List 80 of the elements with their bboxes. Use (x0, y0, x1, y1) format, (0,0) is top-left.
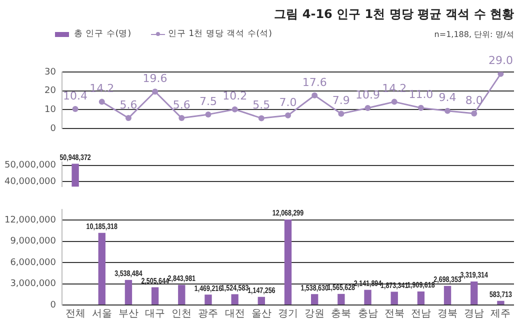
y-tick-label: 40,000,000 (4, 177, 56, 188)
data-label: 7.5 (199, 94, 217, 108)
y-tick-label: 30 (44, 67, 56, 78)
point (444, 108, 451, 114)
bar (364, 290, 372, 304)
data-label: 7.0 (279, 96, 297, 109)
point (391, 98, 398, 105)
bar (151, 287, 159, 304)
point (232, 106, 238, 112)
x-tick-label: 부산 (118, 308, 138, 320)
bar (284, 220, 292, 304)
bar (417, 291, 425, 304)
point (72, 106, 78, 112)
bar (311, 294, 318, 304)
x-tick-label: 대구 (145, 308, 166, 320)
x-tick-label: 경북 (438, 308, 458, 320)
point (312, 92, 318, 98)
bar (231, 294, 238, 304)
legend-label: 인구 1천 명당 객석 수(석) (168, 28, 272, 40)
point (285, 112, 291, 118)
x-tick-label: 충북 (331, 308, 352, 320)
point (364, 105, 371, 112)
y-tick-label: 0 (50, 300, 56, 310)
legend-label: 총 인구 수(명) (74, 28, 132, 40)
point (498, 72, 504, 77)
point (418, 104, 424, 111)
bar (124, 280, 132, 304)
bar (470, 281, 478, 304)
y-tick-label: 50,000,000 (4, 160, 56, 171)
x-tick-label: 인천 (172, 308, 192, 320)
point (471, 110, 478, 117)
bar (444, 286, 452, 304)
y-tick-label: 9,000,000 (10, 236, 56, 247)
bar (98, 232, 106, 304)
x-tick-label: 전남 (410, 308, 431, 320)
x-tick-label: 광주 (198, 308, 218, 320)
y-tick-label: 6,000,000 (10, 258, 56, 268)
x-tick-label: 강원 (304, 308, 325, 320)
x-tick-label: 대전 (224, 308, 245, 320)
y-tick-label: 3,000,000 (10, 279, 56, 290)
x-tick-label: 서울 (92, 308, 112, 320)
data-label: 5.6 (172, 98, 190, 112)
data-label: 9.4 (438, 91, 456, 104)
data-label: 10.9 (356, 88, 380, 102)
bar (497, 300, 504, 304)
data-label: 5.6 (120, 98, 138, 112)
point (205, 111, 212, 118)
data-label: 10.2 (222, 90, 248, 103)
bar (390, 292, 398, 304)
y-tick-label: 12,000,000 (4, 215, 56, 226)
data-label: 5.5 (252, 98, 270, 112)
x-tick-label: 제주 (490, 308, 511, 320)
data-label: 17.6 (302, 76, 327, 89)
data-label: 8.0 (465, 94, 483, 107)
x-tick-label: 전북 (384, 308, 404, 320)
x-tick-label: 경기 (278, 308, 298, 320)
y-tick-label: 10 (44, 105, 56, 116)
point (98, 98, 105, 105)
data-label: 7.9 (332, 94, 350, 108)
point (152, 88, 158, 95)
bar (258, 296, 265, 304)
bar (178, 284, 186, 304)
point (178, 115, 185, 122)
x-tick-label: 전체 (65, 308, 86, 320)
point (258, 115, 264, 122)
y-tick-label: 0 (50, 124, 56, 134)
chart-title: 그림 4-16 인구 1천 명당 평균 객석 수 현황 (274, 6, 514, 23)
chart-subtitle: n=1,188, 단위: 명/석 (434, 29, 514, 40)
x-tick-label: 경남 (464, 308, 484, 320)
data-label: 11.0 (408, 88, 434, 102)
point (125, 115, 132, 122)
y-tick-label: 20 (44, 86, 56, 96)
point (338, 110, 344, 117)
data-label: 19.6 (142, 72, 168, 85)
x-tick-label: 울산 (251, 308, 272, 320)
bar (338, 294, 345, 304)
data-label: 10.4 (63, 89, 88, 102)
bar (204, 294, 212, 304)
data-label: 29.0 (488, 54, 513, 68)
x-tick-label: 충남 (358, 308, 378, 320)
